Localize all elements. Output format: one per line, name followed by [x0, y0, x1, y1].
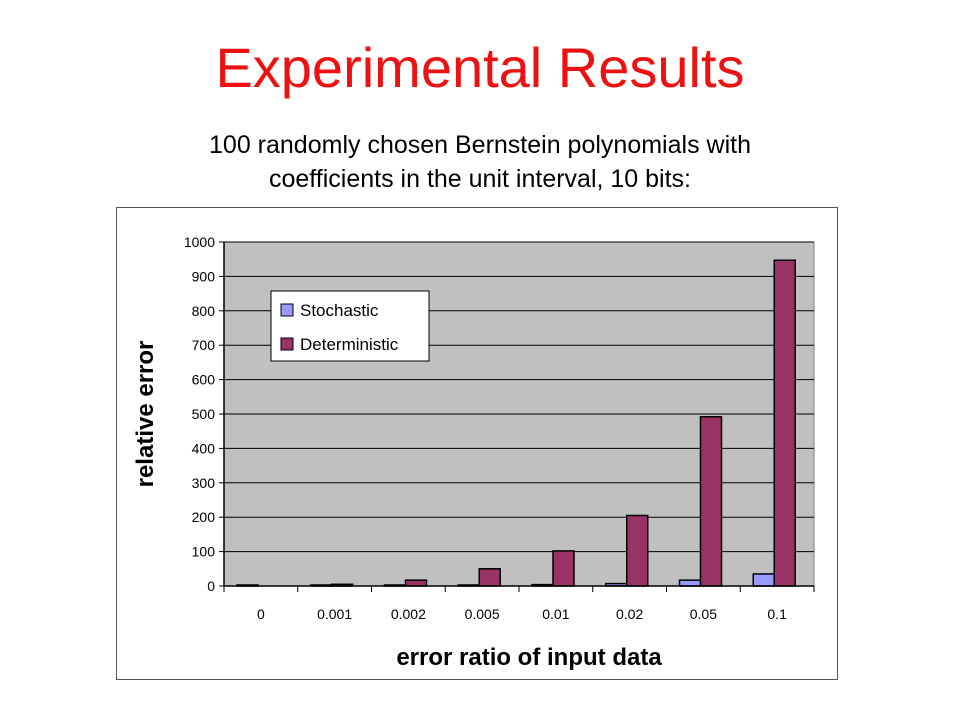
- x-tick-label: 0.002: [391, 606, 426, 622]
- bar-chart: 0 100 200 300 400 500 600 700 800 900 1000 0 0.001 0.…: [132, 234, 815, 671]
- x-tick-label: 0.02: [616, 606, 643, 622]
- y-tick-label: 600: [192, 372, 216, 388]
- x-tick-label: 0.001: [317, 606, 352, 622]
- bar-stochastic-0.05: [678, 579, 702, 587]
- legend: Stochastic Deterministic: [270, 290, 430, 362]
- x-axis-label: error ratio of input data: [396, 644, 662, 671]
- legend-swatch-deterministic: [280, 337, 294, 351]
- y-axis-label: relative error: [132, 341, 159, 488]
- y-tick-label: 400: [192, 440, 216, 456]
- bar-deterministic-0.002: [404, 579, 428, 587]
- x-tick-label: 0.01: [542, 606, 569, 622]
- legend-box: [270, 290, 430, 362]
- bar-deterministic-0.01: [552, 550, 575, 587]
- slide-title: Experimental Results: [215, 36, 745, 99]
- subtitle-line-1: 100 randomly chosen Bernstein polynomial…: [209, 131, 751, 159]
- legend-label-stochastic: Stochastic: [300, 301, 379, 320]
- bar-deterministic-0.05: [699, 416, 723, 587]
- y-tick-label: 1000: [184, 234, 215, 250]
- chart-frame: 0 100 200 300 400 500 600 700 800 900 1000 0 0.001 0.…: [116, 207, 838, 680]
- legend-label-deterministic: Deterministic: [300, 335, 399, 354]
- y-tick-label: 200: [192, 509, 216, 525]
- y-tick-label: 300: [192, 475, 216, 491]
- bar-stochastic-0.1: [752, 573, 775, 587]
- x-tick-label: 0.005: [465, 606, 500, 622]
- axes: 0 100 200 300 400 500 600 700 800 900 1000 0 0.001 0.…: [184, 234, 815, 622]
- x-tick-label: 0.1: [767, 606, 787, 622]
- y-tick-label: 100: [192, 544, 216, 560]
- legend-swatch-stochastic: [280, 303, 294, 317]
- y-tick-label: 0: [207, 578, 215, 594]
- y-tick-label: 800: [192, 303, 216, 319]
- subtitle-line-2: coefficients in the unit interval, 10 bi…: [269, 165, 691, 193]
- y-tick-label: 500: [192, 406, 216, 422]
- y-tick-label: 700: [192, 337, 216, 353]
- bar-deterministic-0.1: [773, 259, 796, 587]
- x-tick-label: 0.05: [690, 606, 717, 622]
- y-tick-label: 900: [192, 268, 216, 284]
- x-tick-label: 0: [257, 606, 265, 622]
- slide-subtitle: 100 randomly chosen Bernstein polynomial…: [130, 128, 830, 196]
- bar-deterministic-0.02: [626, 514, 649, 587]
- bar-deterministic-0.005: [478, 568, 501, 587]
